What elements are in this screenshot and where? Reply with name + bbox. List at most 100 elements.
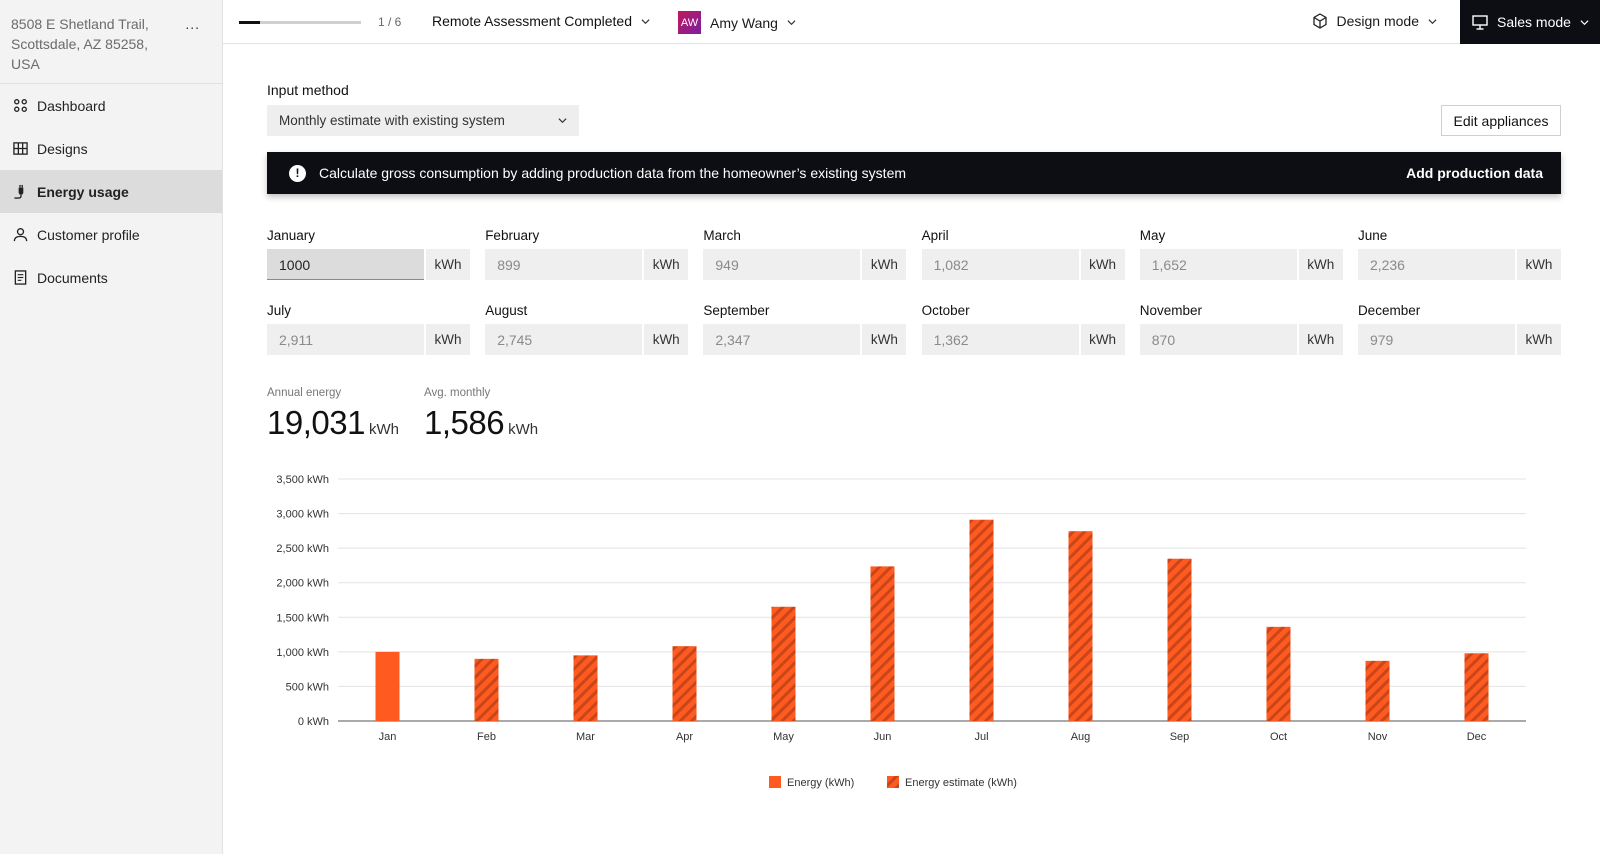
month-label: January bbox=[267, 228, 316, 243]
month-field: 2,347 kWh bbox=[703, 324, 907, 355]
grid-icon bbox=[13, 141, 28, 156]
month-usage-input[interactable]: 870 bbox=[1139, 324, 1297, 355]
cube-icon bbox=[1312, 13, 1327, 29]
unit-label: kWh bbox=[1080, 249, 1125, 280]
estimate-bar bbox=[870, 566, 895, 721]
month-label: February bbox=[485, 228, 540, 243]
avg-monthly-label: Avg. monthly bbox=[424, 387, 491, 399]
sidebar-item-label: Dashboard bbox=[37, 97, 106, 114]
y-tick-label: 2,000 kWh bbox=[276, 578, 329, 590]
month-label: December bbox=[1357, 303, 1421, 318]
input-method-select[interactable]: Monthly estimate with existing system bbox=[267, 105, 579, 136]
unit-label: kWh bbox=[644, 249, 689, 280]
project-address: 8508 E Shetland Trail, Scottsdale, AZ 85… bbox=[0, 0, 222, 84]
annual-energy-unit: kWh bbox=[368, 421, 399, 438]
sidebar-item-energy-usage[interactable]: Energy usage bbox=[0, 170, 222, 213]
energy-bar bbox=[375, 651, 400, 721]
month-input-group: March 949 kWh bbox=[703, 228, 907, 280]
month-usage-input[interactable]: 899 bbox=[485, 249, 643, 280]
avatar: AW bbox=[678, 11, 701, 34]
month-input-group: August 2,745 kWh bbox=[485, 303, 689, 355]
edit-appliances-button[interactable]: Edit appliances bbox=[1441, 105, 1561, 136]
x-tick-label: Oct bbox=[1270, 731, 1287, 743]
unit-label: kWh bbox=[644, 324, 689, 355]
sales-mode-dropdown[interactable]: Sales mode bbox=[1460, 0, 1600, 44]
unit-label: kWh bbox=[862, 249, 907, 280]
sidebar-item-documents[interactable]: Documents bbox=[0, 256, 222, 299]
month-input-group: February 899 kWh bbox=[485, 228, 689, 280]
month-usage-input[interactable]: 1,362 bbox=[921, 324, 1079, 355]
month-field: 1,652 kWh bbox=[1139, 249, 1343, 280]
chevron-down-icon bbox=[787, 20, 796, 26]
unit-label: kWh bbox=[1298, 324, 1343, 355]
month-field: 1,082 kWh bbox=[921, 249, 1125, 280]
annual-energy-value: 19,031 bbox=[267, 404, 365, 441]
month-field: 2,911 kWh bbox=[267, 324, 470, 355]
address-line-2: Scottsdale, AZ 85258, bbox=[11, 36, 148, 52]
info-banner: ! Calculate gross consumption by adding … bbox=[267, 152, 1561, 194]
sales-mode-label: Sales mode bbox=[1497, 14, 1571, 30]
project-status-dropdown[interactable]: Remote Assessment Completed bbox=[432, 13, 650, 29]
x-tick-label: Dec bbox=[1467, 731, 1487, 743]
address-line-3: USA bbox=[11, 56, 40, 72]
annual-energy-stat: Annual energy 19,031 kWh bbox=[267, 387, 399, 442]
month-label: May bbox=[1139, 228, 1166, 243]
main-content: Input method Monthly estimate with exist… bbox=[223, 44, 1600, 854]
estimate-bar bbox=[1266, 626, 1291, 721]
x-tick-label: Apr bbox=[676, 731, 693, 743]
user-dropdown[interactable]: AW Amy Wang bbox=[678, 11, 796, 34]
x-tick-label: Mar bbox=[576, 731, 595, 743]
x-tick-label: Aug bbox=[1071, 731, 1091, 743]
month-usage-input[interactable]: 979 bbox=[1357, 324, 1515, 355]
x-tick-label: Jul bbox=[974, 731, 988, 743]
estimate-bar bbox=[771, 606, 796, 721]
estimate-bar bbox=[474, 658, 499, 721]
step-counter: 1 / 6 bbox=[378, 15, 402, 29]
month-usage-input[interactable]: 2,347 bbox=[703, 324, 861, 355]
month-usage-input[interactable]: 2,911 bbox=[267, 324, 424, 355]
estimate-bar bbox=[1068, 531, 1093, 721]
avg-monthly-stat: Avg. monthly 1,586 kWh bbox=[424, 387, 538, 442]
sidebar-item-label: Designs bbox=[37, 140, 88, 157]
month-usage-input[interactable]: 1,652 bbox=[1139, 249, 1297, 280]
design-mode-dropdown[interactable]: Design mode bbox=[1312, 13, 1447, 29]
sidebar-item-label: Energy usage bbox=[37, 183, 129, 200]
month-usage-input[interactable]: 2,236 bbox=[1357, 249, 1515, 280]
chevron-down-icon bbox=[1580, 19, 1589, 25]
month-label: March bbox=[703, 228, 741, 243]
more-options-button[interactable]: ... bbox=[185, 16, 200, 32]
month-usage-input[interactable]: 2,745 bbox=[485, 324, 643, 355]
month-field: 2,745 kWh bbox=[485, 324, 689, 355]
chevron-down-icon bbox=[558, 118, 567, 124]
sidebar-item-dashboard[interactable]: Dashboard bbox=[0, 84, 222, 127]
x-tick-label: Feb bbox=[477, 731, 496, 743]
sidebar-item-label: Customer profile bbox=[37, 226, 140, 243]
y-tick-label: 2,500 kWh bbox=[276, 543, 329, 555]
add-production-data-button[interactable]: Add production data bbox=[1406, 165, 1543, 181]
month-input-group: June 2,236 kWh bbox=[1357, 228, 1561, 280]
month-label: April bbox=[921, 228, 949, 243]
month-input-group: April 1,082 kWh bbox=[921, 228, 1125, 280]
legend-label-energy: Energy (kWh) bbox=[787, 777, 854, 789]
avg-monthly-unit: kWh bbox=[508, 421, 539, 438]
month-label: October bbox=[921, 303, 970, 318]
x-tick-label: Sep bbox=[1170, 731, 1190, 743]
sidebar-item-designs[interactable]: Designs bbox=[0, 127, 222, 170]
annual-energy-label: Annual energy bbox=[267, 387, 342, 399]
address-line-1: 8508 E Shetland Trail, bbox=[11, 16, 149, 32]
month-input-group: January 1000 kWh bbox=[267, 228, 470, 280]
chevron-down-icon bbox=[1428, 18, 1437, 24]
person-icon bbox=[13, 227, 28, 242]
month-field: 1,362 kWh bbox=[921, 324, 1125, 355]
month-usage-input[interactable]: 1,082 bbox=[921, 249, 1079, 280]
month-label: June bbox=[1357, 228, 1388, 243]
month-usage-input[interactable]: 1000 bbox=[267, 249, 424, 280]
unit-label: kWh bbox=[1516, 324, 1561, 355]
energy-usage-chart: 0 kWh 500 kWh 1,000 kWh 1,500 kWh 2,000 kWh 2… bbox=[276, 474, 1526, 789]
month-usage-input[interactable]: 949 bbox=[703, 249, 861, 280]
estimate-bar bbox=[1365, 660, 1390, 721]
legend-swatch-energy bbox=[769, 776, 781, 788]
unit-label: kWh bbox=[1298, 249, 1343, 280]
estimate-bar bbox=[1167, 558, 1192, 721]
sidebar-item-customer-profile[interactable]: Customer profile bbox=[0, 213, 222, 256]
